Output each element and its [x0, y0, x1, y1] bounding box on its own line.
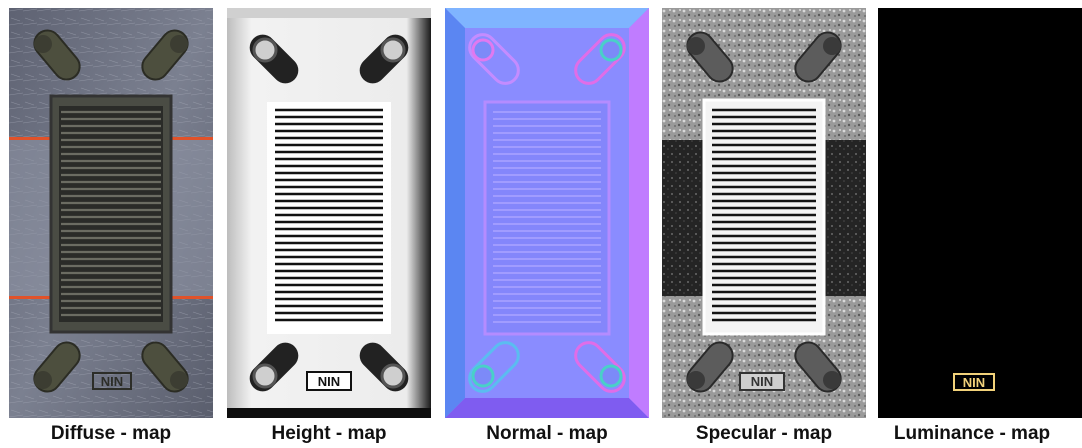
diffuse-map-image: NIN [9, 8, 213, 418]
normal-map-caption: Normal - map [486, 423, 608, 444]
slot-icon [686, 31, 842, 393]
slot-icon [468, 33, 626, 393]
slot-icon [249, 34, 409, 392]
height-map-image: NIN [227, 8, 431, 418]
vent-grille [267, 102, 391, 334]
nin-logo: NIN [92, 372, 132, 390]
normal-map-image [445, 8, 649, 418]
svg-text:NIN: NIN [318, 374, 340, 389]
specular-map-image: NIN [662, 8, 866, 418]
luminance-map-caption: Luminance - map [893, 423, 1051, 444]
nin-logo: NIN [739, 372, 785, 391]
luminance-map-panel: NIN [878, 8, 1082, 418]
nin-logo: NIN [953, 373, 995, 391]
svg-text:NIN: NIN [101, 374, 123, 389]
normal-map-panel [445, 8, 649, 418]
height-map-caption: Height - map [271, 423, 387, 444]
diffuse-map-caption: Diffuse - map [50, 423, 172, 444]
luminance-map-image: NIN [878, 8, 1082, 418]
height-map-panel: NIN [227, 8, 431, 418]
svg-text:NIN: NIN [963, 375, 985, 390]
slot-icon [33, 29, 189, 393]
specular-map-caption: Specular - map [695, 423, 833, 444]
diffuse-map-panel: NIN [9, 8, 213, 418]
svg-text:NIN: NIN [751, 374, 773, 389]
nin-logo: NIN [306, 371, 352, 391]
specular-map-panel: NIN [662, 8, 866, 418]
